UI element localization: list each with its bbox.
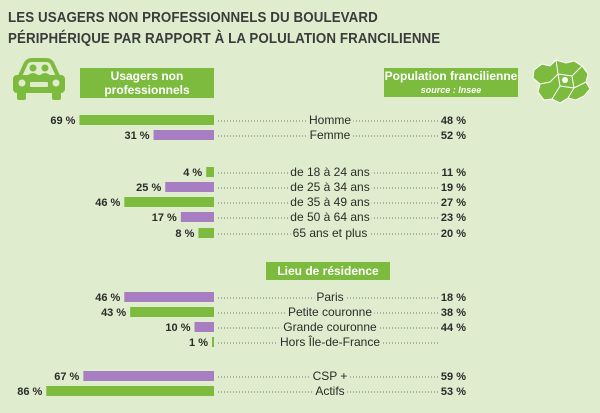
- population-value-label-11: 59 %: [441, 371, 466, 383]
- bar-9: [194, 322, 214, 332]
- bar-12: [46, 386, 214, 396]
- bar-value-label-6: 8 %: [175, 228, 194, 240]
- category-label-bg-5: [288, 210, 372, 224]
- header-right: Population francilienne source : Insee: [384, 68, 518, 97]
- population-value-label-8: 38 %: [441, 307, 466, 319]
- population-value-label-5: 23 %: [441, 212, 466, 224]
- bar-7: [124, 292, 214, 302]
- population-value-label-4: 27 %: [441, 197, 466, 209]
- bar-4: [124, 197, 214, 207]
- population-value-label-0: 48 %: [441, 115, 466, 127]
- category-label-11: CSP +: [313, 369, 348, 383]
- category-label-2: de 18 à 24 ans: [290, 165, 369, 179]
- section-label-residence: Lieu de résidence: [266, 262, 390, 280]
- category-label-bg-10: [277, 334, 383, 349]
- category-label-bg-4: [288, 195, 372, 209]
- bar-value-label-8: 43 %: [101, 307, 126, 319]
- bar-value-label-5: 17 %: [152, 212, 177, 224]
- car-icon: [13, 58, 65, 100]
- population-value-label-3: 19 %: [441, 182, 466, 194]
- population-value-label-1: 52 %: [441, 130, 466, 142]
- category-label-bg-7: [314, 290, 346, 304]
- bar-value-label-0: 69 %: [50, 115, 75, 127]
- header-left: Usagers non professionnels: [80, 68, 214, 98]
- category-label-bg-11: [310, 369, 350, 383]
- category-label-bg-6: [290, 226, 370, 240]
- category-label-4: de 35 à 49 ans: [290, 195, 369, 209]
- category-label-3: de 25 à 34 ans: [290, 180, 369, 194]
- category-label-bg-9: [281, 320, 380, 334]
- title-line-2: PÉRIPHÉRIQUE PAR RAPPORT À LA POLULATION…: [8, 31, 441, 47]
- population-value-label-7: 18 %: [441, 292, 466, 304]
- category-label-12: Actifs: [315, 384, 344, 398]
- bar-value-label-12: 86 %: [17, 386, 42, 398]
- category-label-8: Petite couronne: [288, 305, 372, 319]
- title-line-1: LES USAGERS NON PROFESSIONNELS DU BOULEV…: [8, 10, 378, 26]
- bar-8: [130, 307, 214, 317]
- bar-value-label-1: 31 %: [124, 130, 149, 142]
- bar-value-label-11: 67 %: [54, 371, 79, 383]
- category-label-5: de 50 à 64 ans: [290, 210, 369, 224]
- category-label-bg-2: [288, 165, 372, 179]
- bar-6: [198, 228, 214, 238]
- bar-10: [212, 337, 214, 347]
- header-right-source: source : Insee: [420, 85, 482, 95]
- bar-11: [83, 371, 214, 381]
- category-label-1: Femme: [310, 128, 351, 142]
- bar-2: [206, 167, 214, 177]
- category-label-10: Hors Île-de-France: [280, 334, 380, 349]
- bar-5: [180, 212, 214, 222]
- category-label-9: Grande couronne: [283, 320, 377, 334]
- ile-de-france-map-icon: [532, 59, 591, 104]
- bar-0: [79, 115, 214, 125]
- bar-3: [165, 182, 214, 192]
- header-left-line-1: Usagers non: [110, 69, 184, 83]
- bar-value-label-7: 46 %: [95, 292, 120, 304]
- bar-value-label-2: 4 %: [183, 167, 202, 179]
- chart-title: LES USAGERS NON PROFESSIONNELS DU BOULEV…: [8, 8, 440, 50]
- category-label-bg-3: [288, 180, 372, 194]
- category-label-bg-1: [307, 128, 353, 142]
- bar-value-label-4: 46 %: [95, 197, 120, 209]
- population-value-label-6: 20 %: [441, 228, 466, 240]
- category-label-bg-12: [313, 384, 347, 398]
- bar-value-label-10: 1 %: [189, 337, 208, 349]
- bar-value-label-3: 25 %: [136, 182, 161, 194]
- header-right-title: Population francilienne: [384, 69, 518, 83]
- category-label-0: Homme: [309, 113, 351, 127]
- category-label-bg-0: [306, 113, 354, 127]
- header-left-line-2: professionnels: [104, 83, 190, 97]
- population-value-label-9: 44 %: [441, 322, 466, 334]
- category-label-7: Paris: [316, 290, 343, 304]
- population-value-label-2: 11 %: [442, 167, 467, 179]
- population-value-label-12: 53 %: [441, 386, 466, 398]
- category-label-bg-8: [285, 305, 375, 319]
- category-label-6: 65 ans et plus: [293, 226, 368, 240]
- bar-1: [153, 130, 214, 140]
- bar-value-label-9: 10 %: [165, 322, 190, 334]
